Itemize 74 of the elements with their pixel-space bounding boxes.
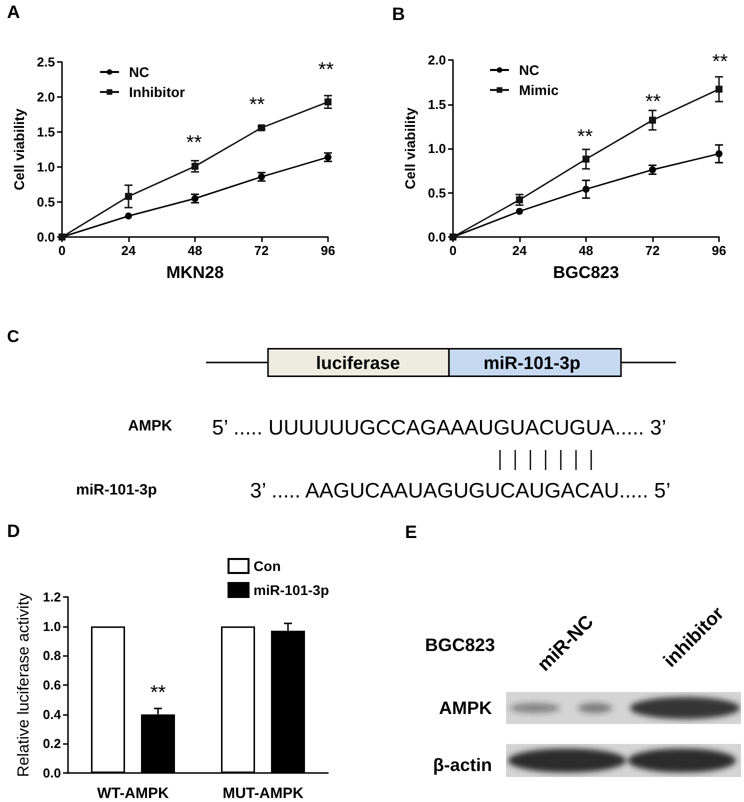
- y-tick-label: 0.4: [42, 706, 62, 722]
- annotation: **: [249, 94, 265, 116]
- y-tick-label: 0.5: [36, 194, 55, 210]
- x-tick-label: 72: [254, 243, 269, 258]
- y-tick-label: 1.0: [36, 160, 55, 174]
- text: C: [7, 327, 20, 346]
- text: AMPK: [128, 418, 172, 434]
- y-tick-label: 2.5: [36, 54, 55, 70]
- y-tick-label: 1.0: [42, 618, 61, 634]
- annotation: **: [645, 91, 661, 113]
- annotation: **: [712, 51, 728, 73]
- y-tick-label: 1.5: [36, 124, 55, 140]
- x-tick-label: 48: [188, 243, 202, 258]
- legend-label: Mimic: [519, 82, 559, 98]
- text: miR-101-3p: [76, 482, 157, 498]
- y-tick-label: 0.8: [42, 648, 61, 664]
- y-tick-label: 1.2: [42, 590, 61, 604]
- point: [192, 162, 198, 170]
- y-tick-label: 0.6: [42, 678, 61, 692]
- x-tick-label: 96: [712, 243, 726, 258]
- y-axis-title: Relative luciferase activity: [16, 592, 33, 778]
- legend-label: NC: [129, 64, 150, 80]
- legend-label: Con: [254, 558, 281, 574]
- x-axis-title: MKN28: [166, 263, 224, 282]
- y-tick-label: 2.0: [36, 90, 55, 104]
- annotation: **: [577, 126, 593, 148]
- point: [582, 186, 590, 193]
- text: AMPK: [439, 698, 492, 718]
- x-tick-label: 72: [645, 243, 660, 258]
- y-tick-label: 0.0: [42, 766, 61, 780]
- y-tick-label: 0.0: [36, 230, 55, 244]
- x-tick-label: 96: [320, 243, 336, 258]
- text: β-actin: [433, 755, 492, 775]
- y-tick-label: 0.0: [428, 230, 446, 244]
- y-axis-title: Cell viability: [11, 108, 28, 190]
- point: [324, 98, 332, 106]
- annotation: **: [318, 59, 334, 81]
- legend-label: Inhibitor: [129, 84, 186, 100]
- point: [582, 156, 590, 163]
- point: [649, 116, 656, 124]
- text: miR-101-3p: [483, 353, 581, 373]
- text: luciferase: [316, 353, 400, 373]
- x-tick-label: 48: [578, 243, 594, 258]
- y-axis-title: Cell viability: [402, 107, 418, 190]
- point: [258, 124, 265, 132]
- point: [125, 212, 132, 220]
- text: BGC823: [425, 635, 496, 655]
- text: 5’ ..... UUUUUUGCCAGAAAUGUACUGUA..... 3’: [212, 416, 666, 440]
- annotation: **: [186, 132, 202, 154]
- text: E: [405, 522, 418, 542]
- chart-title: B: [392, 4, 405, 24]
- text: 3’ ..... AAGUCAAUAGUGUCAUGACAU..... 5’: [250, 480, 670, 502]
- point: [516, 208, 523, 215]
- x-tick-label: 24: [121, 243, 136, 258]
- y-tick-label: 1.5: [428, 96, 446, 112]
- annotation: **: [150, 682, 166, 704]
- x-tick-label: 24: [512, 243, 528, 258]
- y-tick-label: 1.0: [428, 141, 446, 156]
- legend-label: miR-101-3p: [254, 582, 329, 598]
- y-tick-label: 0.5: [428, 185, 446, 200]
- x-axis-title: BGC823: [552, 263, 620, 282]
- point: [125, 192, 132, 200]
- legend-label: NC: [519, 62, 540, 78]
- y-tick-label: 0.2: [42, 736, 61, 752]
- point: [716, 150, 722, 158]
- chart-title: D: [7, 521, 20, 541]
- x-tick-label: 0: [58, 243, 66, 258]
- y-tick-label: 2.0: [428, 52, 446, 68]
- x-tick-label: 0: [449, 243, 457, 258]
- point: [516, 196, 523, 204]
- x-tick-label: WT-AMPK: [97, 785, 169, 802]
- x-tick-label: MUT-AMPK: [222, 785, 304, 802]
- chart-title: A: [7, 2, 20, 22]
- point: [716, 86, 722, 93]
